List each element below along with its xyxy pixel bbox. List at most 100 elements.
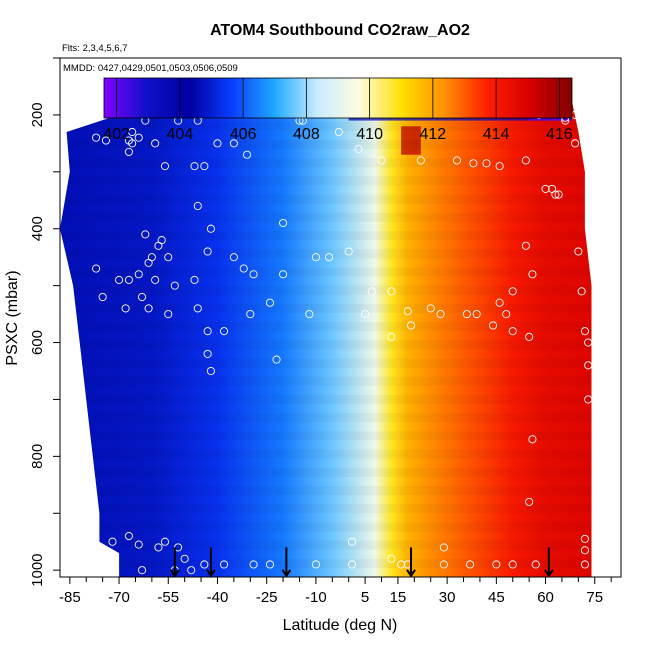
observation-point — [354, 145, 363, 154]
observation-point — [206, 224, 215, 233]
colorbar-tick-label: 414 — [483, 126, 510, 143]
colorbar-tick-label: 412 — [420, 126, 447, 143]
observation-point — [164, 253, 173, 262]
colorbar-tick-label: 408 — [293, 126, 320, 143]
dates-label: MMDD: 0427,0429,0501,0503,0506,0509 — [63, 63, 238, 74]
observation-point — [492, 560, 501, 569]
observation-point — [580, 327, 589, 336]
level-stripe — [0, 213, 650, 222]
observation-point — [151, 275, 160, 284]
y-tick-label: 200 — [29, 102, 46, 127]
x-tick-label: -40 — [207, 589, 229, 606]
observation-point — [377, 156, 386, 165]
observation-point — [508, 327, 517, 336]
observation-point — [551, 190, 560, 199]
observation-point — [134, 133, 143, 142]
observation-point — [141, 230, 150, 239]
observation-point — [495, 298, 504, 307]
observation-point — [469, 159, 478, 168]
observation-point — [577, 287, 586, 296]
observation-point — [508, 560, 517, 569]
level-stripe — [0, 468, 650, 477]
observation-point — [124, 147, 133, 156]
observation-point — [144, 304, 153, 313]
y-tick-label: 400 — [29, 216, 46, 241]
observation-point — [462, 310, 471, 319]
observation-point — [160, 162, 170, 171]
observation-point — [101, 136, 110, 145]
x-axis-label: Latitude (deg N) — [283, 617, 398, 634]
observation-point — [115, 275, 124, 284]
observation-point — [98, 292, 107, 302]
level-stripe — [0, 504, 650, 513]
level-stripe — [0, 286, 650, 295]
observation-point — [190, 275, 199, 284]
observation-point — [584, 395, 593, 404]
observation-point — [502, 310, 511, 319]
colorbar-tick-label: 402 — [103, 126, 130, 143]
y-axis-label: PSXC (mbar) — [4, 270, 21, 365]
observation-point — [508, 287, 517, 296]
observation-point — [367, 287, 376, 296]
profile-arrow — [406, 547, 416, 578]
level-stripe — [0, 541, 650, 550]
observation-point — [249, 270, 258, 279]
observation-point — [482, 159, 491, 168]
observation-point — [134, 270, 143, 279]
y-tick-label: 1000 — [29, 553, 46, 586]
observation-point — [154, 543, 163, 552]
level-stripe — [0, 322, 650, 331]
x-tick-label: 15 — [390, 589, 407, 606]
observation-point — [584, 361, 593, 370]
observation-point — [279, 270, 288, 279]
observation-point — [525, 332, 534, 341]
observation-point — [124, 275, 133, 284]
observation-point — [239, 264, 248, 273]
x-tick-label: -10 — [305, 589, 327, 606]
observation-point — [361, 310, 370, 319]
observation-point — [347, 537, 357, 546]
profile-markers — [169, 547, 554, 578]
observation-point — [164, 310, 173, 319]
observation-point — [525, 497, 534, 506]
level-stripe — [0, 176, 650, 185]
observation-point — [242, 150, 252, 159]
observation-point — [279, 218, 288, 228]
observation-point — [229, 253, 238, 262]
observation-point — [203, 349, 212, 358]
observation-point — [584, 338, 593, 347]
y-tick-label: 600 — [29, 330, 46, 355]
colorbar-tick-label: 416 — [546, 126, 573, 143]
observation-point — [265, 298, 275, 307]
observation-point — [580, 546, 589, 555]
observation-point — [229, 139, 238, 148]
observation-point — [397, 560, 406, 569]
observation-point — [439, 543, 448, 552]
observation-point — [187, 566, 196, 575]
observation-point — [403, 307, 412, 316]
x-axis: -85 -70 -55 -40 -25 -10 5 15 30 45 60 75 — [59, 576, 612, 606]
observation-point — [200, 162, 209, 171]
x-tick-label: 30 — [439, 589, 456, 606]
level-stripe — [0, 358, 650, 367]
observation-point — [219, 560, 229, 569]
observation-point — [387, 554, 396, 563]
flights-label: Flts: 2,3,4,5,6,7 — [62, 43, 127, 54]
observation-point — [170, 281, 179, 290]
observation-point — [426, 304, 435, 313]
colorbar-tick-label: 406 — [230, 126, 257, 143]
observation-point — [489, 321, 498, 330]
observation-point — [521, 241, 530, 250]
observation-point — [574, 247, 583, 256]
observation-point — [406, 321, 416, 330]
observation-point — [580, 534, 589, 543]
observation-point — [344, 247, 353, 256]
observation-point — [219, 327, 229, 336]
observation-point — [416, 156, 425, 165]
x-tick-label: 5 — [361, 589, 369, 606]
observation-point — [347, 560, 357, 569]
x-tick-label: -85 — [59, 589, 81, 606]
observation-point — [249, 560, 258, 569]
observation-point — [452, 156, 462, 165]
